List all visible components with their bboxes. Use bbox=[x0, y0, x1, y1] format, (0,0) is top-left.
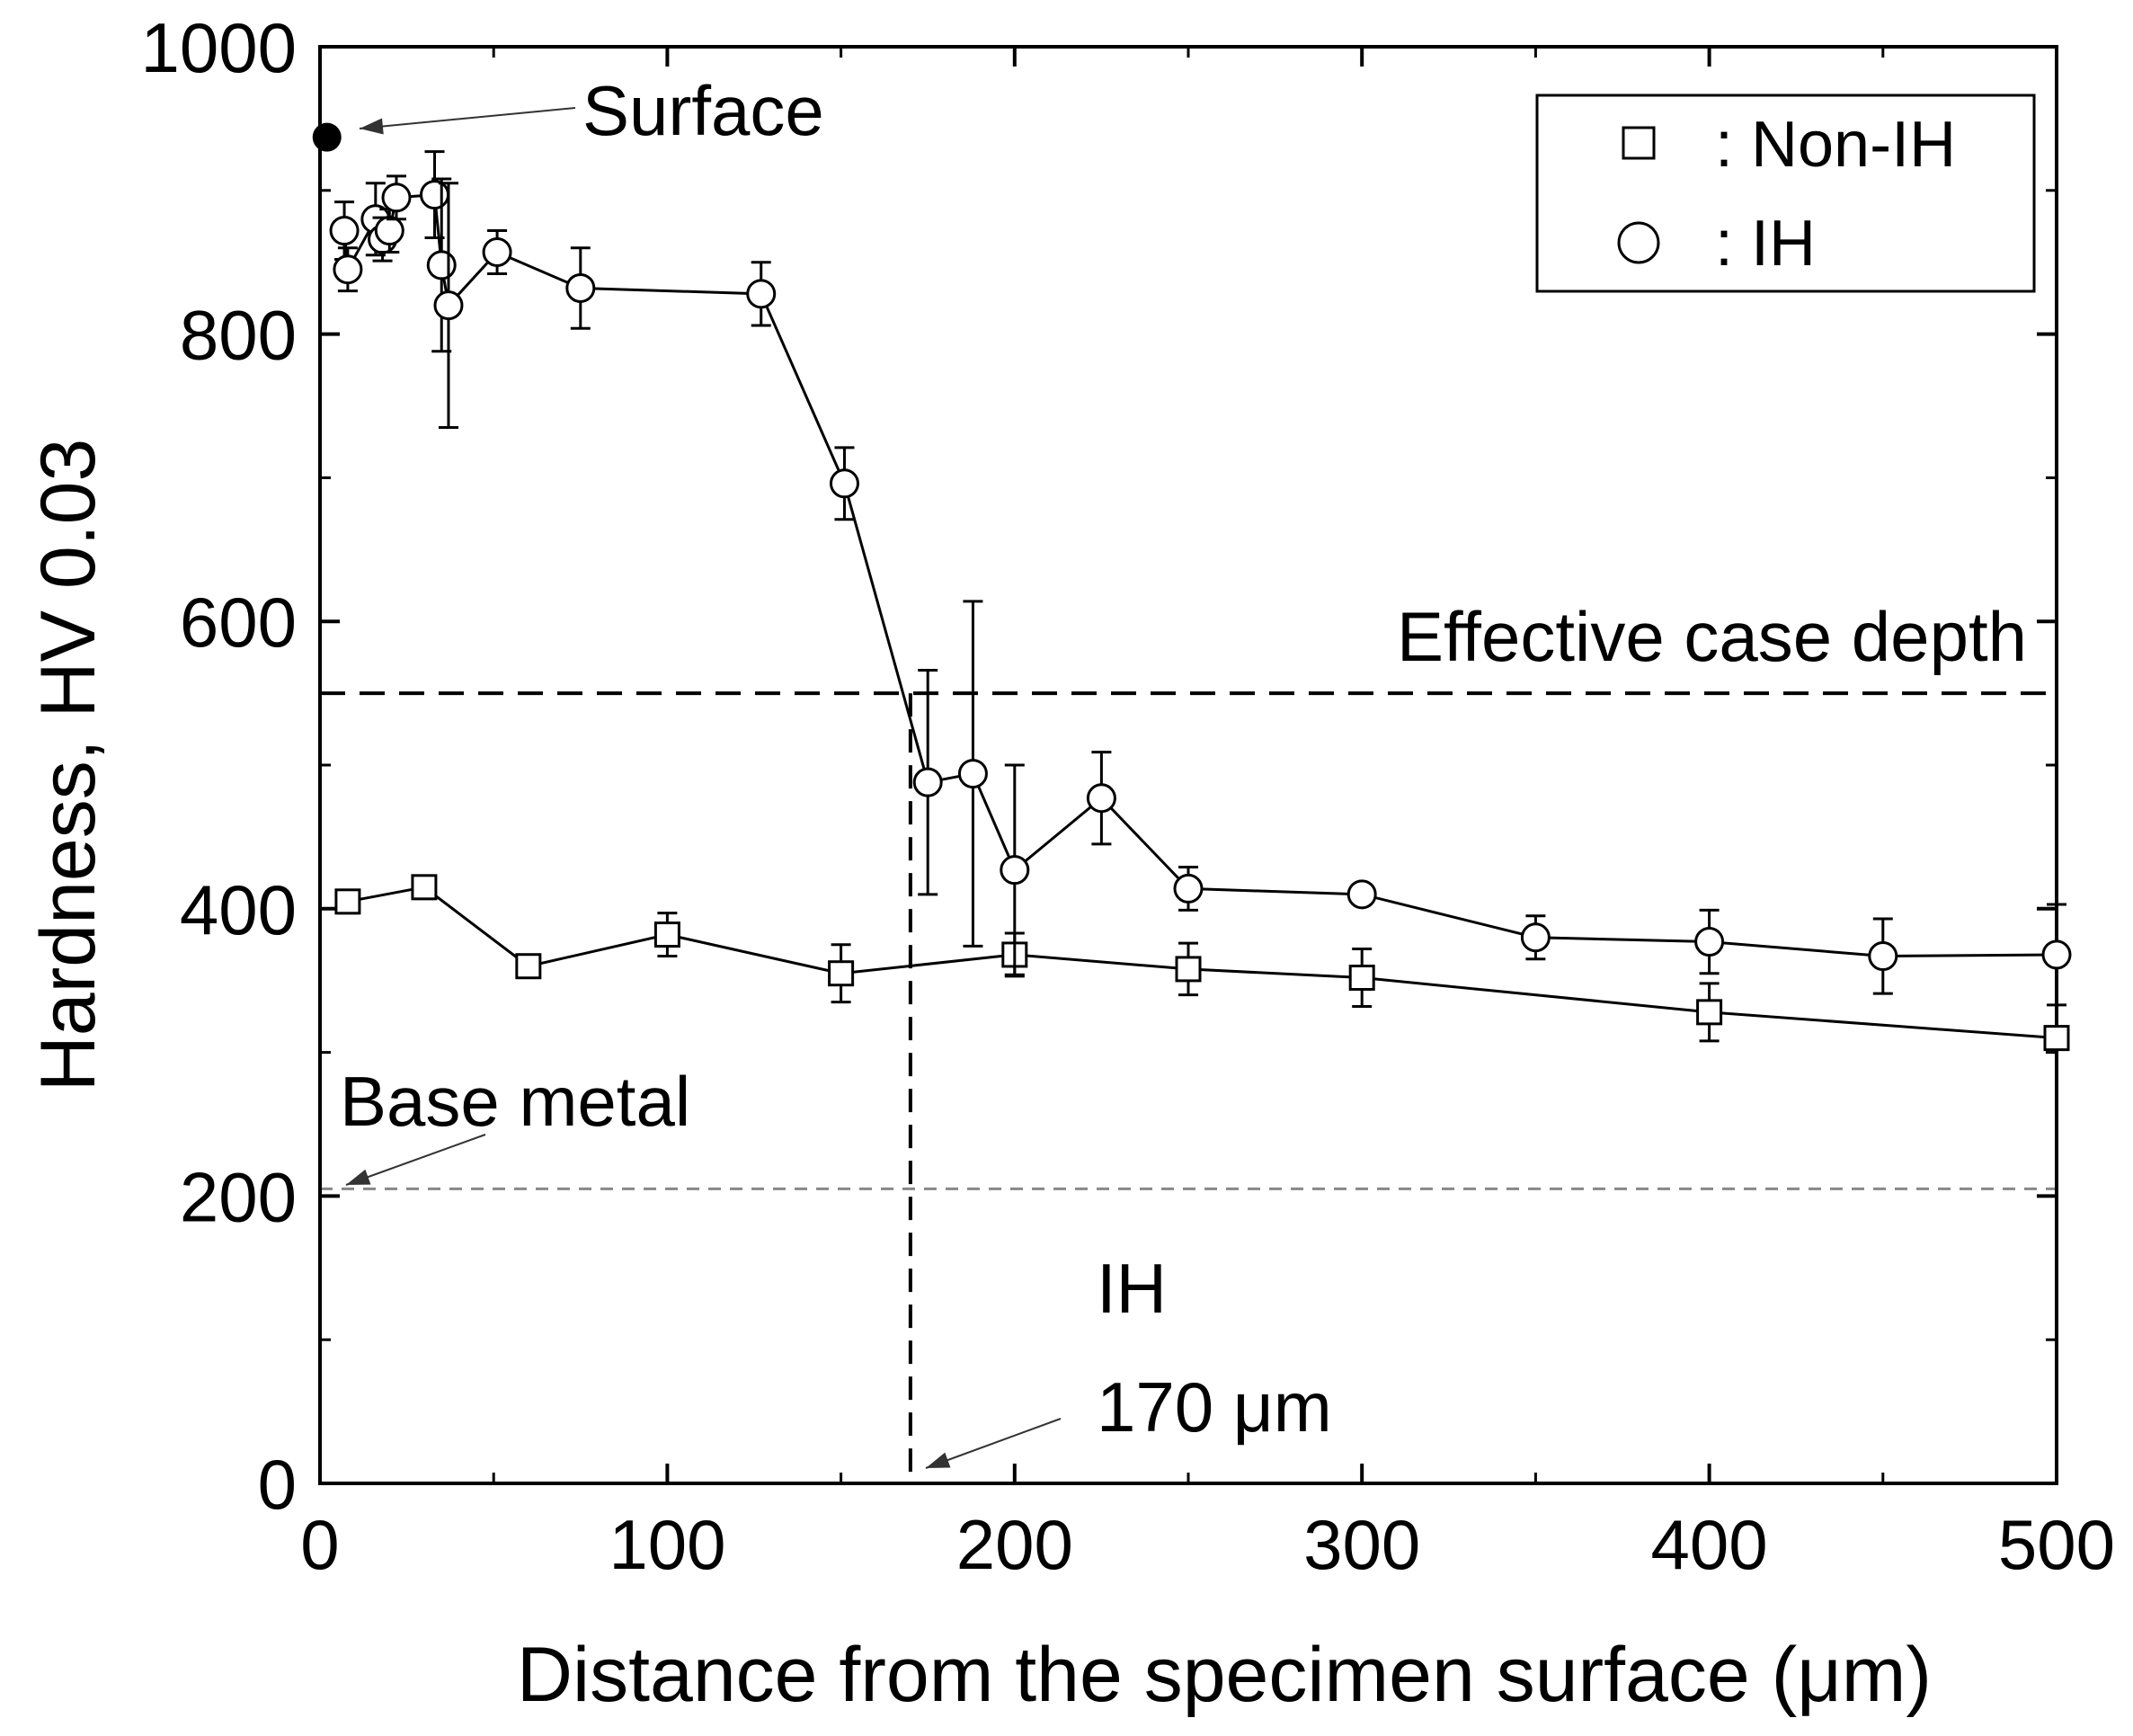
base-metal-label: Base metal bbox=[340, 1062, 690, 1141]
data-point bbox=[1348, 965, 1375, 992]
data-point bbox=[329, 216, 360, 246]
text-layer: 0 100 200 300 400 500 0 200 400 600 800 1000 Distanc… bbox=[25, 8, 2115, 1718]
x-axis-title: Distance from the specimen surface (μm) bbox=[517, 1632, 1932, 1718]
y-tick-label: 400 bbox=[180, 870, 297, 949]
data-point bbox=[515, 953, 542, 980]
series-line bbox=[347, 886, 2057, 1040]
data-point bbox=[1086, 783, 1116, 814]
y-tick-label: 0 bbox=[258, 1445, 297, 1524]
y-axis-title: Hardness, HV 0.03 bbox=[25, 439, 111, 1092]
data-point bbox=[653, 921, 680, 948]
surface-arrow bbox=[359, 107, 576, 129]
base-metal-arrow bbox=[345, 1134, 486, 1186]
data-point bbox=[2041, 939, 2072, 970]
surface-point bbox=[312, 122, 342, 152]
data-point bbox=[1696, 999, 1723, 1026]
x-tick-label: 300 bbox=[1303, 1505, 1420, 1584]
data-point bbox=[381, 183, 412, 213]
legend: : Non-IH : IH bbox=[1535, 93, 2036, 293]
data-point bbox=[957, 759, 988, 789]
legend-marker-ih bbox=[1617, 221, 1660, 264]
data-point bbox=[1346, 879, 1377, 910]
data-point bbox=[334, 888, 361, 915]
series-non-ih bbox=[334, 874, 2070, 1052]
data-point bbox=[565, 272, 596, 303]
legend-marker-non-ih bbox=[1622, 126, 1656, 160]
data-point bbox=[1173, 873, 1204, 904]
data-point bbox=[829, 468, 859, 499]
x-tick-label: 100 bbox=[609, 1505, 725, 1584]
data-point bbox=[746, 279, 777, 309]
x-tick-label: 0 bbox=[300, 1505, 339, 1584]
data-point bbox=[1175, 956, 1202, 983]
data-point bbox=[2043, 1025, 2070, 1052]
effective-case-depth-label: Effective case depth bbox=[1397, 597, 2027, 676]
data-point bbox=[912, 767, 943, 797]
y-tick-label: 200 bbox=[180, 1157, 297, 1236]
legend-box bbox=[1535, 93, 2036, 293]
data-point bbox=[828, 960, 855, 987]
series-ih bbox=[329, 150, 2072, 1007]
legend-label-ih: : IH bbox=[1715, 208, 1816, 280]
data-point bbox=[1694, 927, 1725, 957]
series-line bbox=[342, 192, 2057, 958]
ih-depth-label: 170 μm bbox=[1097, 1367, 1332, 1447]
y-tick-label: 800 bbox=[180, 296, 297, 375]
data-point bbox=[1000, 855, 1030, 886]
data-point bbox=[1520, 922, 1551, 953]
data-point bbox=[333, 254, 363, 285]
data-point bbox=[420, 180, 450, 210]
data-point bbox=[411, 874, 438, 901]
surface-label: Surface bbox=[582, 71, 824, 150]
data-point bbox=[482, 237, 512, 268]
surface-arrow-head bbox=[360, 118, 384, 135]
ih-depth-arrow bbox=[925, 1418, 1062, 1469]
x-tick-label: 400 bbox=[1651, 1505, 1768, 1584]
y-tick-label: 600 bbox=[180, 583, 297, 662]
ih-label: IH bbox=[1097, 1249, 1167, 1328]
mark-layer: : Non-IH : IH bbox=[312, 93, 2072, 1052]
x-tick-label: 500 bbox=[1998, 1505, 2115, 1584]
data-point bbox=[374, 216, 404, 246]
legend-label-non-ih: : Non-IH bbox=[1715, 109, 1956, 181]
ih-depth-arrow-head bbox=[926, 1452, 951, 1468]
base-metal-arrow-head bbox=[346, 1169, 371, 1185]
data-point bbox=[433, 290, 464, 321]
plot-layer bbox=[318, 45, 2058, 1485]
y-tick-label: 1000 bbox=[140, 8, 297, 87]
x-tick-label: 200 bbox=[956, 1505, 1073, 1584]
data-point bbox=[1868, 941, 1898, 972]
data-point bbox=[426, 250, 457, 280]
